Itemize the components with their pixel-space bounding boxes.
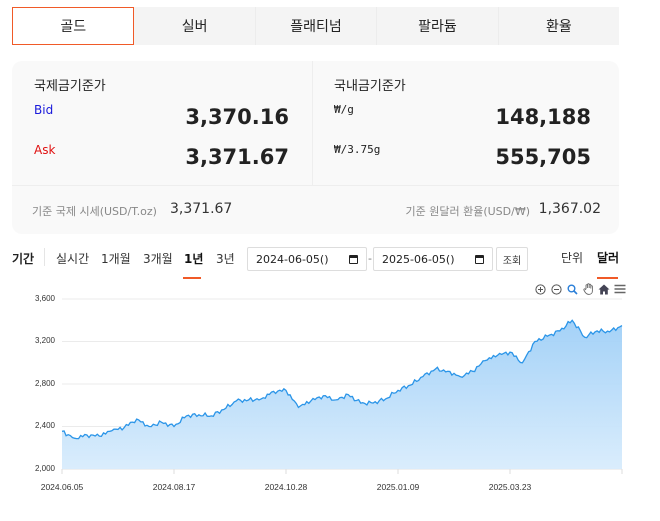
x-tick-label: 2025.03.23 xyxy=(488,482,532,492)
price-card: 국제금기준가 Bid 3,370.16 Ask 3,371.67 국내금기준가 … xyxy=(12,61,619,234)
per-gram-value: 148,188 xyxy=(495,105,591,129)
per-gram-label: ₩/g xyxy=(334,103,354,116)
chart-x-axis xyxy=(61,469,623,474)
home-reset-icon[interactable] xyxy=(598,283,610,295)
unit-active-indicator xyxy=(597,277,618,279)
ask-label: Ask xyxy=(34,143,56,157)
calendar-icon[interactable] xyxy=(349,255,358,264)
query-button[interactable]: 조회 xyxy=(496,247,528,271)
unit-label: 단위 xyxy=(561,251,584,265)
bid-value: 3,370.16 xyxy=(185,105,289,129)
y-tick-label: 3,600 xyxy=(34,294,55,303)
x-tick-label: 2025.01.09 xyxy=(376,482,420,492)
card-divider xyxy=(12,185,619,186)
period-title: 기간 xyxy=(12,252,35,266)
start-date-value: 2024-06-05() xyxy=(256,252,329,266)
fx-reference-label: 기준 원달러 환율(USD/₩) xyxy=(405,205,530,218)
chart-price-line xyxy=(61,319,623,440)
calendar-icon[interactable] xyxy=(475,255,484,264)
x-tick-label: 2024.10.28 xyxy=(264,482,308,492)
date-separator: - xyxy=(368,252,372,265)
period-1-month[interactable]: 1개월 xyxy=(101,252,131,266)
zoom-out-icon[interactable] xyxy=(550,283,562,295)
period-bar: 기간 실시간 1개월 3개월 1년 3년 2024-06-05() - 2025… xyxy=(0,246,660,279)
end-date-value: 2025-06-05() xyxy=(382,252,455,266)
period-3-month[interactable]: 3개월 xyxy=(143,252,173,266)
zoom-select-icon[interactable] xyxy=(566,283,578,295)
domestic-price-panel: 국내금기준가 ₩/g 148,188 ₩/3.75g 555,705 xyxy=(313,61,619,185)
y-tick-label: 2,800 xyxy=(34,379,55,388)
tab-silver[interactable]: 실버 xyxy=(134,7,256,45)
y-tick-label: 2,400 xyxy=(34,421,55,430)
period-active-indicator xyxy=(183,277,201,279)
international-price-panel: 국제금기준가 Bid 3,370.16 Ask 3,371.67 xyxy=(12,61,313,185)
period-divider xyxy=(44,248,45,266)
x-tick-label: 2024.06.05 xyxy=(40,482,84,492)
tab-platinum[interactable]: 플래티넘 xyxy=(256,7,378,45)
y-tick-label: 2,000 xyxy=(34,464,55,473)
tab-exchange-rate[interactable]: 환율 xyxy=(545,19,572,35)
domestic-price-title: 국내금기준가 xyxy=(334,79,406,94)
start-date-input[interactable]: 2024-06-05() xyxy=(247,247,367,271)
metal-tabs: 골드 실버 플래티넘 팔라듐 환율 xyxy=(12,7,619,45)
bid-label: Bid xyxy=(34,103,54,117)
y-tick-label: 3,200 xyxy=(34,336,55,345)
zoom-in-icon[interactable] xyxy=(534,283,546,295)
tab-palladium[interactable]: 팔라듐 xyxy=(377,7,499,45)
period-1-year[interactable]: 1년 xyxy=(184,252,204,266)
x-tick-label: 2024.08.17 xyxy=(152,482,196,492)
chart-plot-area[interactable] xyxy=(0,285,660,485)
pan-hand-icon[interactable] xyxy=(582,283,594,295)
international-price-title: 국제금기준가 xyxy=(34,79,106,94)
chart-toolbar xyxy=(534,282,626,296)
per-don-label: ₩/3.75g xyxy=(334,143,381,156)
period-3-year[interactable]: 3년 xyxy=(216,252,235,266)
tab-gold[interactable]: 골드 xyxy=(12,7,135,45)
ask-value: 3,371.67 xyxy=(185,145,289,169)
chart-area-fill xyxy=(62,320,622,469)
per-don-value: 555,705 xyxy=(495,145,591,169)
price-chart: 3,600 3,200 2,800 2,400 2,000 2024.06.05… xyxy=(0,285,660,515)
unit-dollar-option[interactable]: 달러 xyxy=(597,251,620,265)
menu-icon[interactable] xyxy=(614,283,626,295)
intl-reference-label: 기준 국제 시세(USD/T.oz) xyxy=(32,205,157,218)
end-date-input[interactable]: 2025-06-05() xyxy=(373,247,493,271)
fx-reference-value: 1,367.02 xyxy=(538,201,601,217)
intl-reference-value: 3,371.67 xyxy=(170,201,233,217)
period-realtime[interactable]: 실시간 xyxy=(56,252,90,266)
